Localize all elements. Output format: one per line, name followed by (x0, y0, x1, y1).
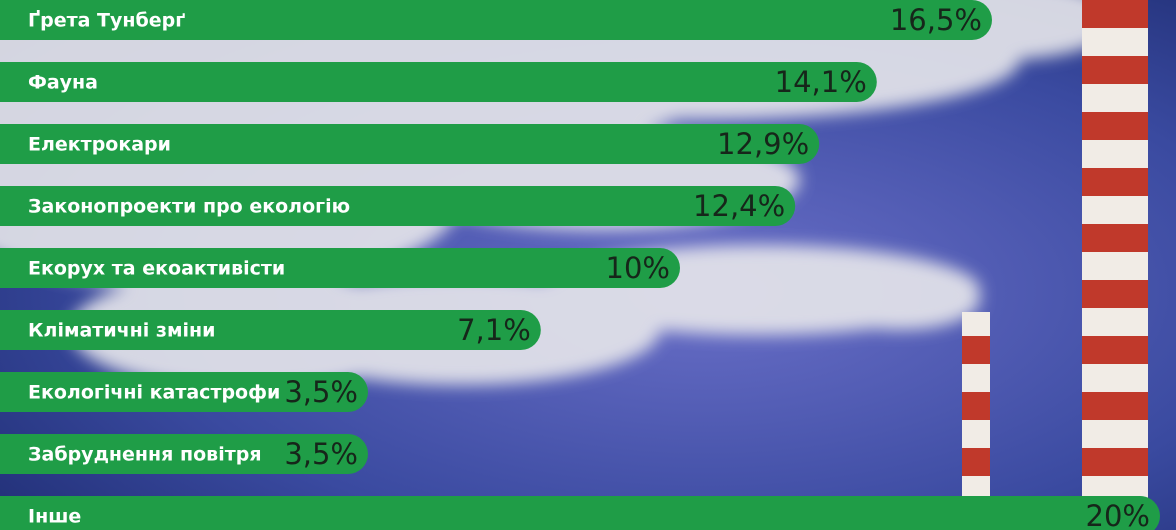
bar (0, 434, 368, 474)
bar (0, 496, 1160, 530)
category-label: Ґрета Тунберґ (28, 9, 185, 32)
category-label: Екологічні катастрофи (28, 382, 280, 404)
bar (0, 0, 992, 40)
category-label: Екорух та екоактивісти (28, 258, 285, 280)
value-label: 3,5% (284, 437, 358, 471)
bar (0, 310, 541, 350)
value-label: 12,4% (693, 189, 785, 223)
bar (0, 62, 877, 102)
value-label: 3,5% (284, 375, 358, 409)
category-label: Забруднення повітря (28, 444, 262, 466)
value-label: 14,1% (775, 65, 867, 99)
chimney (1082, 0, 1148, 530)
category-label: Інше (28, 506, 81, 528)
category-label: Законопроекти про екологію (28, 196, 350, 218)
category-label: Фауна (28, 72, 98, 94)
bar (0, 248, 680, 288)
value-label: 12,9% (717, 127, 809, 161)
value-label: 20% (1086, 499, 1150, 530)
bar (0, 124, 820, 164)
bar (0, 372, 368, 412)
bar (0, 186, 796, 226)
chimney (962, 312, 990, 530)
category-label: Електрокари (28, 134, 171, 156)
value-label: 10% (606, 251, 670, 285)
value-label: 7,1% (457, 313, 531, 347)
value-label: 16,5% (890, 3, 982, 37)
category-label: Кліматичні зміни (28, 320, 215, 342)
